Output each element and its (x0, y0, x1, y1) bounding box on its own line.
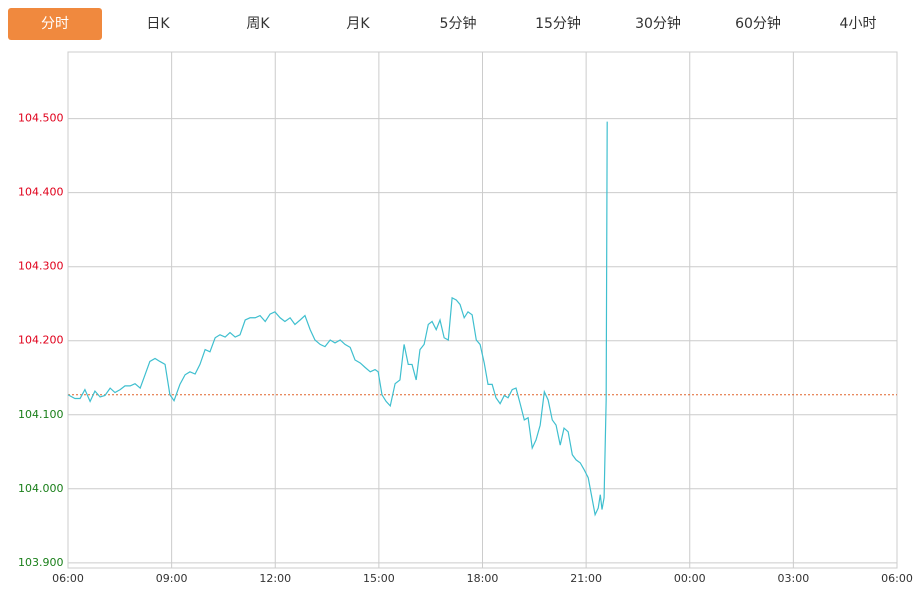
x-tick-label: 09:00 (156, 572, 188, 585)
x-tick-label: 15:00 (363, 572, 395, 585)
y-tick-label: 104.100 (18, 408, 64, 421)
tab[interactable]: 4小时 (839, 16, 877, 32)
y-tick-label: 104.300 (18, 260, 64, 273)
tab[interactable]: 30分钟 (635, 16, 681, 32)
tab[interactable]: 周K (246, 16, 270, 32)
x-tick-label: 06:00 (881, 572, 913, 585)
x-tick-label: 18:00 (467, 572, 499, 585)
x-tick-label: 03:00 (778, 572, 810, 585)
tab[interactable]: 60分钟 (735, 16, 781, 32)
tab[interactable]: 月K (346, 16, 370, 32)
y-tick-label: 104.500 (18, 112, 64, 125)
y-tick-label: 104.200 (18, 334, 64, 347)
x-tick-label: 12:00 (259, 572, 291, 585)
tab[interactable]: 分时 (8, 8, 102, 40)
y-tick-label: 104.400 (18, 186, 64, 199)
y-tick-label: 104.000 (18, 482, 64, 495)
tab[interactable]: 5分钟 (439, 16, 477, 32)
x-tick-label: 21:00 (570, 572, 602, 585)
tab-bar: 分时 日K 周K 月K 5分钟 15分钟 30分钟 60分钟 4小时 (8, 8, 908, 40)
x-tick-label: 06:00 (52, 572, 84, 585)
price-line (67, 121, 608, 517)
y-tick-label: 103.900 (18, 556, 64, 569)
x-tick-label: 00:00 (674, 572, 706, 585)
tab[interactable]: 日K (146, 16, 170, 32)
tab[interactable]: 15分钟 (535, 16, 581, 32)
